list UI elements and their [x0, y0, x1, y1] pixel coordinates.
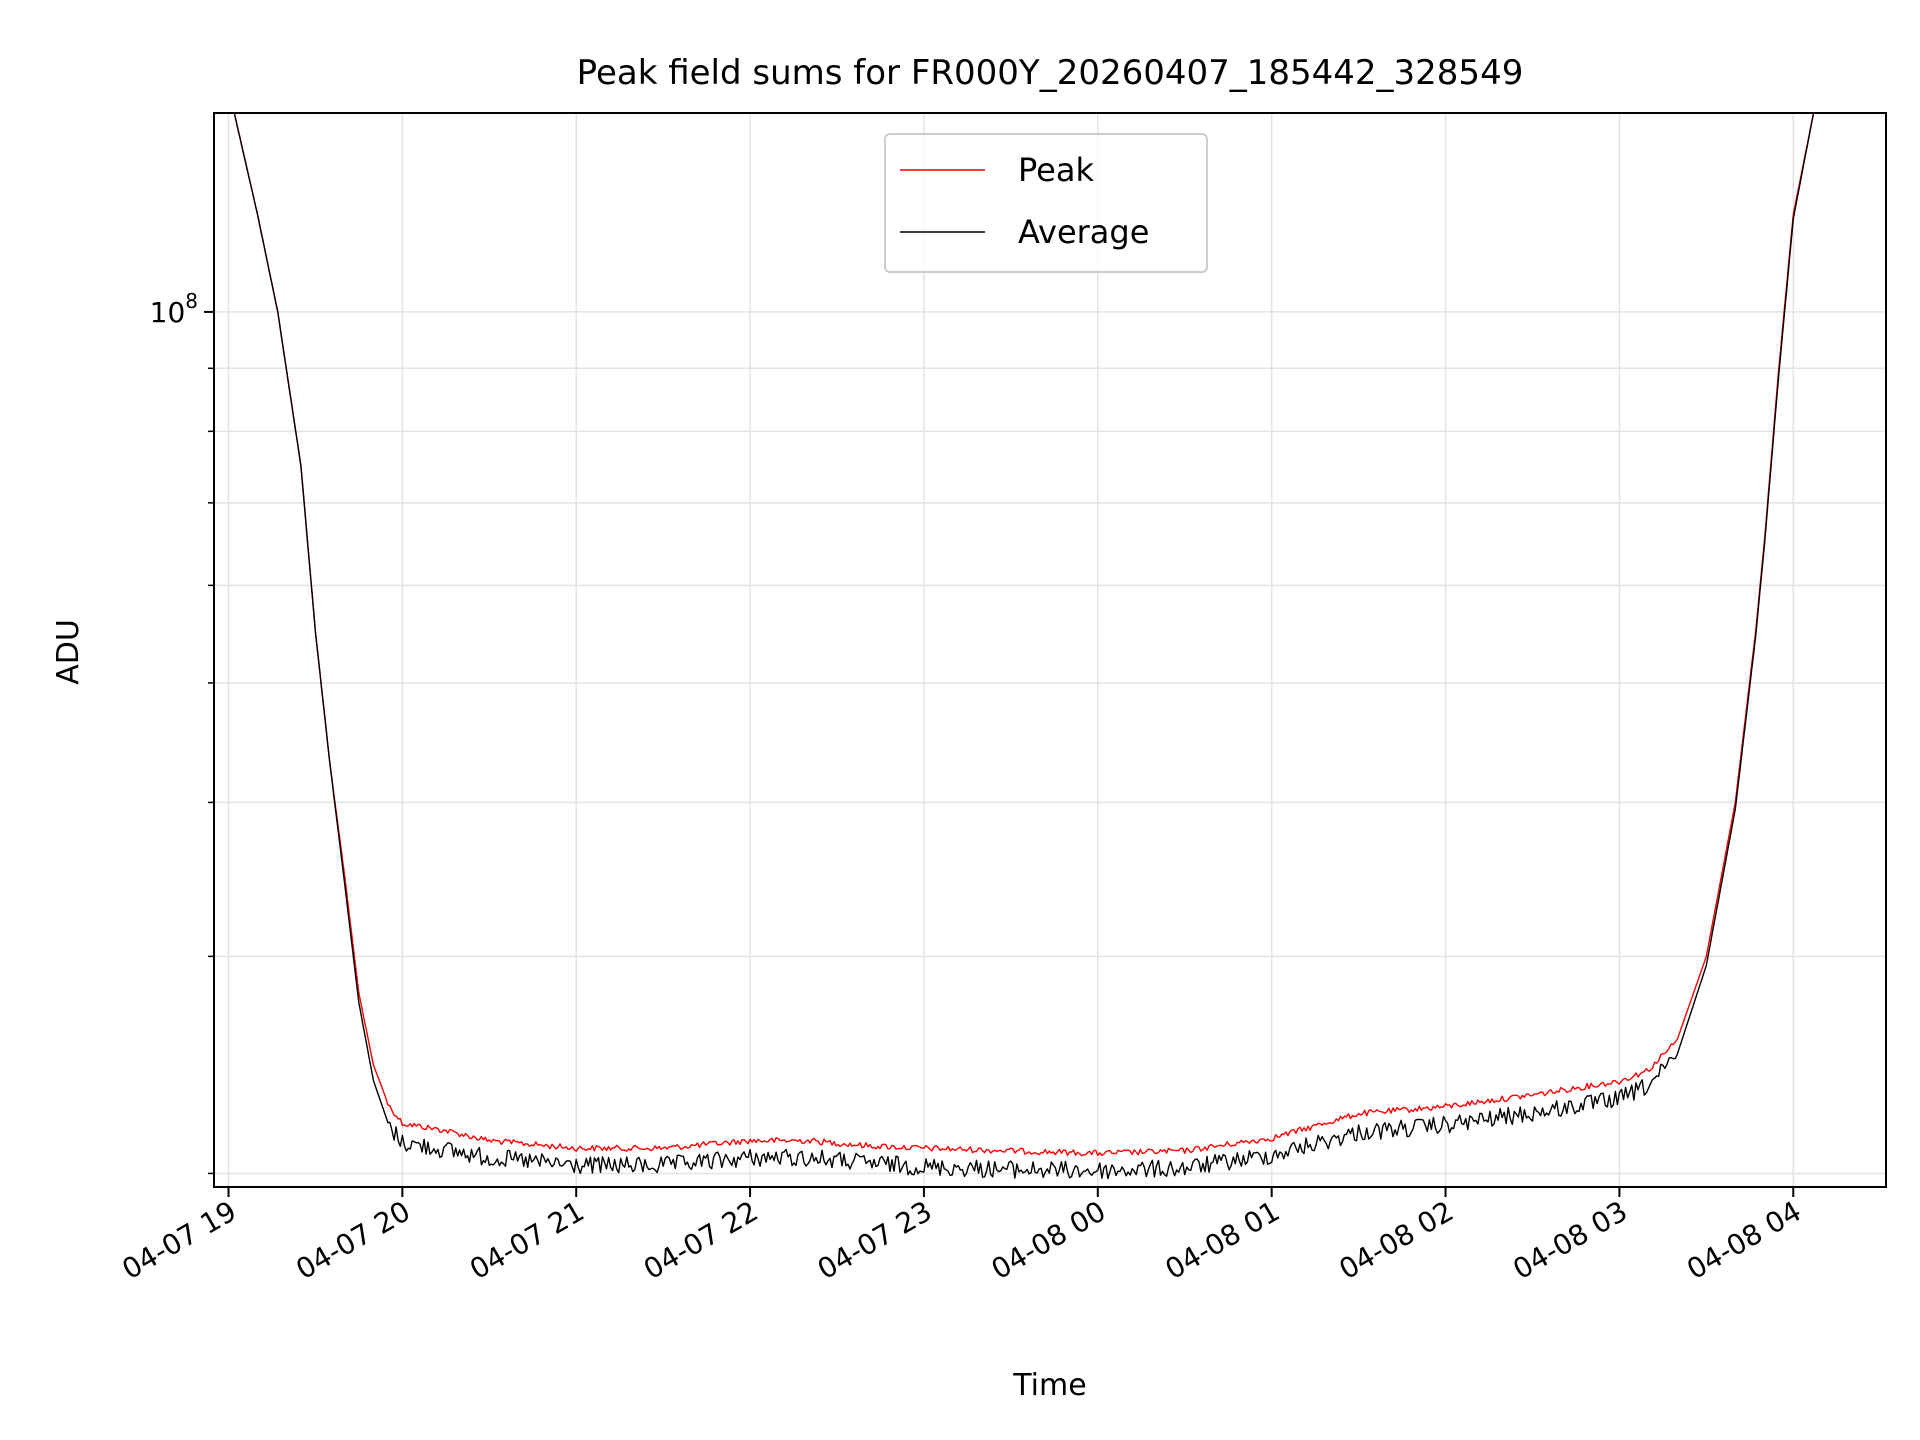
grid — [214, 113, 1886, 1187]
legend: Peak Average — [884, 133, 1208, 273]
x-axis-label: Time — [1012, 1368, 1086, 1403]
y-axis-ticks: 108 — [150, 289, 214, 1175]
y-tick-label-base: 10 — [150, 296, 186, 329]
legend-label-peak: Peak — [1018, 151, 1094, 189]
chart-title: Peak field sums for FR000Y_20260407_1854… — [577, 53, 1524, 93]
plot-frame — [213, 112, 1887, 1188]
series-line-peak — [214, 112, 1886, 1157]
y-tick-label: 108 — [150, 289, 198, 329]
legend-box — [884, 133, 1208, 273]
legend-label-average: Average — [1018, 213, 1149, 251]
y-tick-label-exponent: 8 — [185, 289, 198, 313]
series-line-average — [214, 112, 1886, 1180]
y-axis-label: ADU — [51, 619, 86, 685]
series-layer — [214, 112, 1886, 1180]
